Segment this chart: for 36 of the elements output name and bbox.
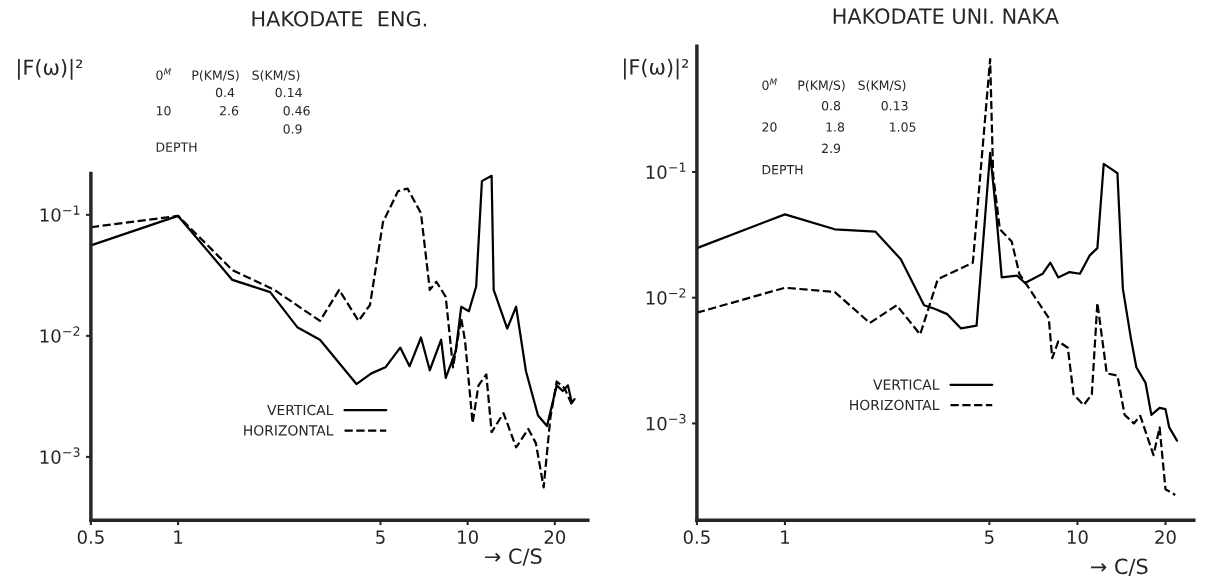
legend-label: HORIZONTAL [244, 425, 334, 436]
x-tick-label: 10 [1067, 530, 1088, 544]
x-tick-label: 5 [376, 530, 385, 544]
x-axis-title: → C/S [485, 548, 542, 566]
x-tick-label: 20 [544, 530, 566, 544]
legend-label: HORIZONTAL [850, 399, 940, 411]
text: DEPTH [156, 142, 197, 152]
y-tick-label: 10$^{−3}$ [40, 447, 80, 464]
annotation: 2.9 [822, 143, 841, 154]
x-tick-label: 10 [458, 530, 478, 544]
y-axis-title: |F(ω)|² [624, 58, 689, 80]
x-tick-label: 0.5 [683, 530, 710, 544]
x-tick-label: 0.5 [77, 530, 104, 544]
x-tick-label: 1 [781, 530, 790, 544]
y-tick-label: 10$^{−3}$ [646, 413, 686, 431]
annotation: 20 1.8 1.05 [762, 122, 916, 132]
chart-title: HAKODATE ENG. [252, 10, 427, 27]
text: 0$^{M}$ P(KM/S) S(KM/S) [156, 68, 300, 82]
x-tick-label: 5 [985, 530, 994, 544]
annotation: DEPTH [762, 165, 803, 175]
y-tick-label: 10$^{−1}$ [646, 162, 686, 179]
text: 0$^{M}$ P(KM/S) S(KM/S) [762, 78, 906, 92]
text: 0.4 0.14 [215, 87, 302, 98]
annotation: 0.8 0.13 [821, 100, 908, 111]
y-tick-label: 10$^{−2}$ [40, 326, 80, 343]
legend-label: VERTICAL [267, 404, 334, 416]
y-tick-label: 10$^{−1}$ [40, 205, 80, 222]
chart-title: HAKODATE UNI. NAKA [833, 8, 1059, 24]
x-axis-title: → C/S [1091, 558, 1148, 576]
x-tick-label: 1 [174, 530, 183, 544]
x-tick-label: 20 [1155, 530, 1176, 544]
y-tick-label: 10$^{−2}$ [646, 288, 686, 305]
y-axis-title: |F(ω)|² [18, 58, 83, 80]
text: 10 2.6 0.46 [156, 105, 310, 116]
text: 0.9 [283, 124, 302, 134]
legend-label: VERTICAL [873, 379, 940, 390]
